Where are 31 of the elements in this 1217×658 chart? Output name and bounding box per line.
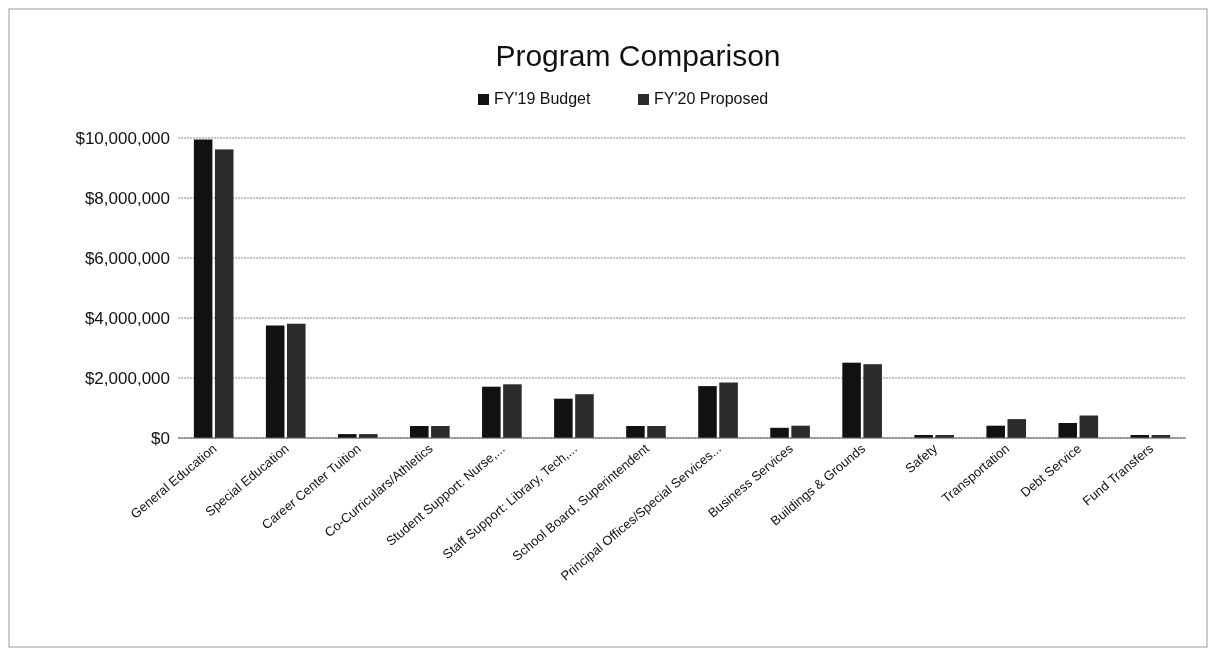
bar bbox=[193, 139, 213, 438]
bar bbox=[1058, 423, 1078, 438]
y-tick-label: $4,000,000 bbox=[84, 308, 170, 328]
bar bbox=[698, 386, 717, 438]
chart-title: Program Comparison bbox=[495, 39, 781, 72]
y-tick-label: $8,000,000 bbox=[84, 188, 170, 208]
legend-label: FY'20 Proposed bbox=[654, 90, 769, 107]
legend-label: FY'19 Budget bbox=[494, 90, 592, 107]
bar bbox=[431, 426, 450, 438]
bar bbox=[1079, 415, 1099, 438]
bar bbox=[410, 426, 429, 438]
bar bbox=[575, 394, 594, 438]
bar bbox=[842, 362, 861, 438]
bar bbox=[791, 425, 810, 438]
bar bbox=[482, 386, 501, 438]
bar bbox=[626, 426, 645, 438]
bar bbox=[286, 323, 306, 438]
bar bbox=[1007, 419, 1027, 438]
bar bbox=[214, 149, 234, 438]
y-tick-label: $6,000,000 bbox=[84, 248, 170, 268]
bar bbox=[554, 398, 573, 438]
bar bbox=[770, 427, 789, 438]
bar bbox=[647, 426, 666, 438]
y-tick-label: $0 bbox=[151, 428, 170, 448]
bar bbox=[503, 384, 522, 438]
y-tick-label: $2,000,000 bbox=[84, 368, 170, 388]
bar bbox=[719, 382, 738, 438]
bar bbox=[986, 425, 1005, 438]
bar bbox=[265, 325, 285, 438]
bar bbox=[863, 364, 882, 438]
y-tick-label: $10,000,000 bbox=[75, 128, 170, 148]
